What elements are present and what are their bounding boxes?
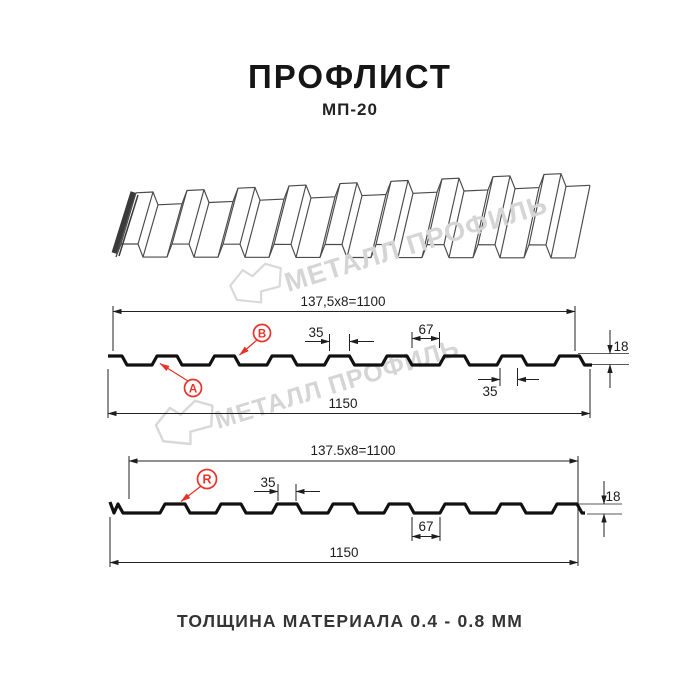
metall-profil-logo-icon (154, 399, 214, 446)
material-thickness-note: ТОЛЩИНА МАТЕРИАЛА 0.4 - 0.8 ММ (176, 611, 524, 631)
marker-r-circle (196, 468, 218, 490)
dim-label-gap: 67 (418, 519, 433, 534)
profile-model-label: МП-20 (322, 100, 378, 119)
profile-outline (108, 501, 585, 515)
profile-outline (108, 354, 592, 367)
dim-label-gap: 67 (418, 322, 433, 337)
dimension-lines (107, 306, 629, 418)
sheet-3d-view (111, 173, 591, 259)
cross-section-top: 137,5x8=1100 35 67 18 35 1150 A B (107, 294, 629, 418)
dim-label-rib-bottom: 35 (482, 384, 497, 399)
dim-label-rib-top: 35 (308, 325, 323, 340)
marker-a-circle (183, 378, 203, 398)
metall-profil-logo-icon (229, 262, 282, 304)
watermark-label: МЕТАЛЛ ПРОФИЛЬ (212, 334, 463, 435)
marker-b-label: B (258, 329, 266, 341)
dim-label-module-width: 137,5x8=1100 (301, 294, 386, 309)
dim-label-total-width: 1150 (329, 545, 358, 560)
marker-b-circle (252, 323, 272, 343)
marker-a-label: A (189, 384, 197, 396)
dim-label-module-width: 137.5x8=1100 (311, 443, 396, 458)
dimension-lines (109, 456, 622, 567)
dim-label-height: 18 (605, 489, 620, 504)
dim-label-total-width: 1150 (328, 396, 357, 411)
dim-label-rib-top: 35 (260, 475, 275, 490)
dim-label-height: 18 (613, 339, 628, 354)
watermark-2: МЕТАЛЛ ПРОФИЛЬ (154, 334, 463, 446)
marker-r-label: R (202, 473, 211, 487)
page-title: ПРОФЛИСТ (248, 58, 452, 95)
cross-section-bottom: 137.5x8=1100 35 67 18 1150 R (108, 443, 622, 567)
